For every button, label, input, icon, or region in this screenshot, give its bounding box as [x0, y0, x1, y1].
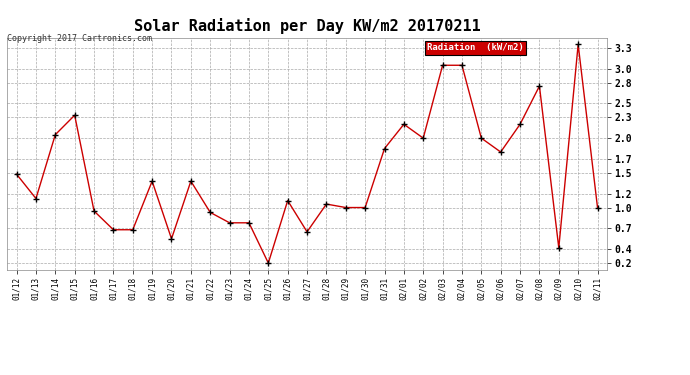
Title: Solar Radiation per Day KW/m2 20170211: Solar Radiation per Day KW/m2 20170211: [134, 18, 480, 33]
Text: Radiation  (kW/m2): Radiation (kW/m2): [427, 44, 524, 52]
Text: Copyright 2017 Cartronics.com: Copyright 2017 Cartronics.com: [7, 34, 152, 43]
